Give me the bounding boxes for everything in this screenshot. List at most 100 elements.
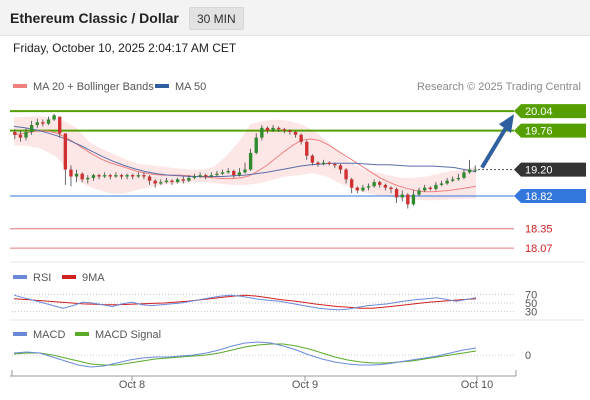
candle-body	[108, 175, 112, 177]
rsi-level-label: 70	[525, 289, 537, 301]
x-tick-label: Oct 9	[292, 379, 318, 391]
macd-signal-line	[13, 343, 477, 366]
x-tick-label: Oct 8	[119, 379, 145, 391]
candle-body	[383, 184, 388, 188]
candle-body	[209, 175, 213, 177]
macd-signal-legend-swatch	[75, 332, 89, 336]
page-title: Ethereum Classic / Dollar	[10, 10, 179, 26]
candle-body	[13, 132, 17, 135]
candle-body	[204, 175, 208, 177]
candle-body	[35, 122, 39, 126]
ma50-legend-swatch	[155, 84, 169, 88]
macd-signal-legend-label: MACD Signal	[95, 329, 161, 341]
bollinger-band-area	[14, 116, 476, 201]
candle-body	[428, 187, 432, 190]
level-label: 18.35	[525, 224, 553, 236]
candle-body	[187, 177, 191, 181]
candle-body	[153, 180, 157, 184]
candle-body	[69, 169, 73, 177]
candle-body	[394, 189, 399, 198]
macd-line	[13, 341, 477, 368]
candle-body	[243, 169, 247, 173]
candle-body	[338, 165, 343, 170]
trend-arrow	[480, 114, 514, 169]
candle-body	[271, 127, 275, 131]
candle-body	[46, 119, 51, 124]
candle-body	[422, 187, 427, 191]
candle-body	[277, 127, 281, 130]
candle-body	[349, 179, 354, 188]
candle-body	[102, 175, 107, 177]
header-bar: Ethereum Classic / Dollar 30 MIN	[0, 0, 590, 36]
candle-body	[119, 175, 124, 177]
candle-body	[372, 182, 376, 187]
bollinger-bands	[14, 116, 476, 201]
candle-body	[316, 162, 320, 164]
candle-body	[260, 127, 264, 138]
timeframe-button[interactable]: 30 MIN	[189, 7, 244, 30]
candle-body	[136, 175, 141, 177]
candle-body	[131, 175, 135, 177]
candle-body	[170, 180, 174, 183]
candle-body	[327, 162, 331, 164]
candle-body	[344, 169, 348, 180]
level-label-box	[514, 123, 586, 138]
candle-body	[473, 169, 477, 171]
x-axis-ticks: Oct 8 Oct 9 Oct 10	[11, 370, 517, 391]
rsi-legend-swatch	[13, 275, 27, 279]
candle-body	[366, 186, 371, 188]
candle-body	[58, 116, 62, 134]
candle-body	[52, 115, 56, 120]
candle-body	[310, 155, 315, 163]
ma20-line	[13, 130, 477, 193]
candle-body	[226, 170, 230, 173]
candle-body	[434, 184, 438, 190]
candle-body	[389, 187, 393, 190]
macd-level-label: 0	[525, 350, 531, 362]
ma20-legend-label: MA 20 + Bollinger Bands	[33, 81, 154, 93]
candle-body	[80, 173, 84, 180]
candle-body	[74, 173, 79, 177]
candle-body	[406, 194, 410, 205]
candle-body	[333, 164, 337, 166]
macd-panel: 0	[12, 341, 531, 368]
rsi-line	[13, 294, 477, 311]
candle-body	[125, 175, 129, 177]
candle-body	[192, 176, 197, 178]
candle-body	[142, 175, 146, 177]
rsi-ma-line	[13, 294, 477, 309]
rsi-level-label: 30	[525, 307, 537, 319]
candle-body	[305, 141, 309, 156]
candle-body	[451, 179, 455, 181]
level-label-box	[514, 104, 586, 119]
rsi-legend-label: RSI	[33, 272, 51, 284]
level-label: 19.20	[525, 165, 553, 177]
candlesticks	[13, 113, 477, 209]
candle-body	[462, 172, 466, 178]
candle-body	[439, 183, 444, 185]
candle-body	[147, 176, 152, 181]
candle-body	[114, 175, 118, 177]
candle-body	[417, 190, 421, 195]
candle-body	[232, 170, 236, 176]
candle-body	[355, 187, 359, 191]
candle-body	[361, 187, 365, 191]
candle-body	[181, 179, 185, 181]
ma50-line	[13, 125, 477, 177]
level-label: 20.04	[525, 106, 553, 118]
macd-legend-label: MACD	[33, 329, 65, 341]
candle-body	[445, 180, 449, 184]
candle-body	[288, 130, 292, 132]
level-label-box	[514, 162, 586, 177]
candle-body	[456, 177, 461, 180]
timestamp: Friday, October 10, 2025 2:04:17 AM CET	[13, 41, 237, 55]
rsi-ma-legend-label: 9MA	[82, 272, 105, 284]
ma20-legend-swatch	[13, 84, 27, 88]
rsi-level-label: 50	[525, 298, 537, 310]
candle-body	[220, 172, 225, 174]
candle-body	[41, 122, 45, 124]
ma50-legend-label: MA 50	[175, 81, 206, 93]
level-label: 18.82	[525, 191, 553, 203]
candle-body	[63, 133, 68, 170]
